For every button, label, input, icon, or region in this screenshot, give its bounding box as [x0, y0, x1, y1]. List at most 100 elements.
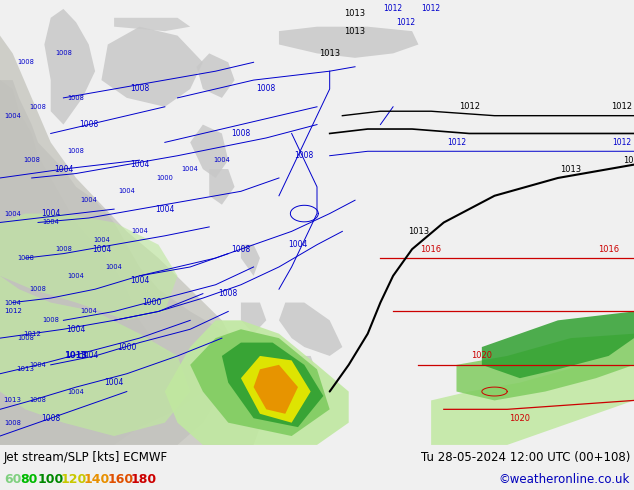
- Text: 1008: 1008: [4, 419, 21, 426]
- Text: 1008: 1008: [79, 120, 98, 129]
- Polygon shape: [456, 334, 634, 400]
- Text: 1004: 1004: [119, 188, 135, 195]
- Text: 1004: 1004: [68, 273, 84, 279]
- Text: 1016: 1016: [420, 245, 442, 254]
- Text: 1013: 1013: [408, 227, 429, 236]
- Text: 1000: 1000: [117, 343, 136, 351]
- Text: 1008: 1008: [295, 151, 314, 160]
- Polygon shape: [222, 343, 323, 427]
- Polygon shape: [0, 276, 190, 436]
- Polygon shape: [0, 80, 241, 445]
- Text: 1008: 1008: [231, 245, 250, 254]
- Text: 1020: 1020: [471, 351, 493, 361]
- Text: 1012: 1012: [612, 138, 631, 147]
- Polygon shape: [482, 312, 634, 378]
- Text: 1004: 1004: [54, 165, 73, 173]
- Text: 1016: 1016: [598, 245, 619, 254]
- Text: Jet stream/SLP [kts] ECMWF: Jet stream/SLP [kts] ECMWF: [4, 451, 168, 464]
- Text: 1004: 1004: [130, 160, 149, 169]
- Text: 160: 160: [107, 473, 134, 486]
- Polygon shape: [190, 329, 330, 436]
- Text: 1004: 1004: [81, 197, 97, 203]
- Text: 1020: 1020: [509, 414, 531, 423]
- Text: 1008: 1008: [68, 95, 84, 101]
- Text: 1008: 1008: [219, 289, 238, 298]
- Polygon shape: [279, 302, 342, 356]
- Text: 1004: 1004: [42, 220, 59, 225]
- Text: 1013: 1013: [16, 367, 34, 372]
- Polygon shape: [431, 365, 634, 445]
- Text: 1004: 1004: [92, 245, 111, 254]
- Polygon shape: [0, 80, 203, 445]
- Text: 80: 80: [20, 473, 38, 486]
- Text: 1008: 1008: [68, 148, 84, 154]
- Polygon shape: [114, 18, 190, 31]
- Text: 1008: 1008: [55, 50, 72, 56]
- Text: 1013: 1013: [623, 156, 634, 165]
- Text: 1004: 1004: [67, 325, 86, 334]
- Polygon shape: [190, 124, 228, 178]
- Text: 1012: 1012: [611, 102, 632, 111]
- Text: 1012: 1012: [23, 331, 41, 337]
- Polygon shape: [241, 302, 266, 334]
- Text: 1013: 1013: [344, 9, 366, 18]
- Polygon shape: [292, 356, 317, 383]
- Text: 1004: 1004: [4, 299, 21, 306]
- Polygon shape: [0, 36, 266, 445]
- Text: 1013: 1013: [560, 165, 581, 173]
- Text: 1008: 1008: [17, 335, 34, 341]
- Text: 120: 120: [61, 473, 87, 486]
- Polygon shape: [279, 26, 418, 58]
- Text: 1004: 1004: [182, 166, 198, 172]
- Text: 1004: 1004: [130, 276, 149, 285]
- Text: 1012: 1012: [4, 308, 22, 315]
- Text: 1008: 1008: [17, 59, 34, 65]
- Text: 1004: 1004: [41, 209, 60, 218]
- Polygon shape: [101, 26, 203, 107]
- Text: 140: 140: [84, 473, 110, 486]
- Text: 1004: 1004: [288, 240, 307, 249]
- Text: 1004: 1004: [4, 113, 21, 119]
- Text: 1008: 1008: [257, 84, 276, 94]
- Polygon shape: [0, 214, 178, 320]
- Text: 1008: 1008: [41, 414, 60, 423]
- Polygon shape: [254, 365, 298, 414]
- Text: 100: 100: [37, 473, 63, 486]
- Text: 1004: 1004: [131, 228, 148, 234]
- Text: 1008: 1008: [30, 104, 46, 110]
- Text: 1004: 1004: [68, 389, 84, 394]
- Text: 1008: 1008: [17, 255, 34, 261]
- Text: 180: 180: [131, 473, 157, 486]
- Text: 1012: 1012: [458, 102, 480, 111]
- Polygon shape: [197, 53, 235, 98]
- Text: 1012: 1012: [447, 138, 466, 147]
- Text: 1004: 1004: [81, 308, 97, 315]
- Text: 1013: 1013: [4, 397, 22, 403]
- Text: 1004: 1004: [93, 237, 110, 243]
- Text: 1008: 1008: [42, 318, 59, 323]
- Text: 1004: 1004: [30, 362, 46, 368]
- Text: 1000: 1000: [143, 298, 162, 307]
- Text: 1004: 1004: [155, 205, 174, 214]
- Text: 1008: 1008: [55, 246, 72, 252]
- Text: 1008: 1008: [130, 84, 149, 94]
- Text: ©weatheronline.co.uk: ©weatheronline.co.uk: [498, 473, 630, 486]
- Text: 1008: 1008: [23, 157, 40, 163]
- Text: 1004: 1004: [106, 264, 122, 270]
- Text: 1004: 1004: [79, 351, 98, 361]
- Polygon shape: [209, 169, 235, 205]
- Text: 1008: 1008: [30, 286, 46, 292]
- Text: 1012: 1012: [396, 18, 415, 27]
- Polygon shape: [241, 356, 311, 423]
- Text: 1013: 1013: [65, 351, 87, 361]
- Polygon shape: [44, 9, 95, 124]
- Text: Tu 28-05-2024 12:00 UTC (00+108): Tu 28-05-2024 12:00 UTC (00+108): [420, 451, 630, 464]
- Text: 1012: 1012: [384, 4, 403, 13]
- Text: 1004: 1004: [214, 157, 230, 163]
- Text: 60: 60: [4, 473, 22, 486]
- Text: 1000: 1000: [157, 175, 173, 181]
- Text: 1008: 1008: [231, 129, 250, 138]
- Text: 1013: 1013: [319, 49, 340, 58]
- Text: 1004: 1004: [4, 211, 21, 217]
- Text: 1008: 1008: [30, 397, 46, 403]
